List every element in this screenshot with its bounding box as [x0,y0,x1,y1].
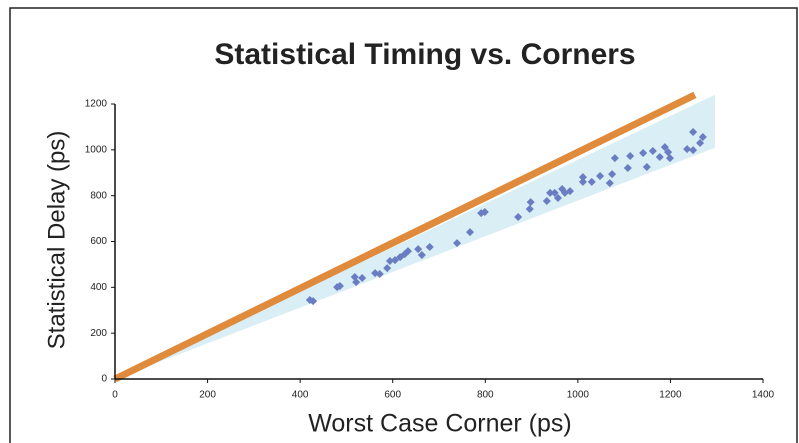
data-point [665,154,674,163]
x-tick-label: 800 [477,390,494,401]
data-point [683,145,692,154]
y-axis-label: Statistical Delay (ps) [43,131,70,350]
data-point [391,256,400,265]
data-point [578,173,587,182]
data-point [553,193,562,202]
data-point [610,154,619,163]
y-tick-label: 400 [90,282,107,293]
data-point [596,171,605,180]
x-tick-label: 1400 [752,390,775,401]
frame [9,7,798,443]
chart-title: Statistical Timing vs. Corners [214,38,635,71]
data-point [385,256,394,265]
data-point [546,188,555,197]
data-point [514,212,523,221]
data-point [550,188,559,197]
data-point [403,247,412,256]
data-point [414,245,423,254]
data-point [689,127,698,136]
y-tick-label: 1000 [85,144,108,155]
data-point [425,243,434,251]
data-point [664,148,673,157]
data-point [453,239,462,248]
y-tick-label: 1200 [85,99,108,110]
data-point [480,207,489,216]
x-tick-label: 600 [384,390,401,401]
x-tick-label: 200 [199,390,216,401]
data-point [358,273,367,282]
data-point [396,253,405,262]
data-point [542,196,551,205]
data-point [587,177,596,186]
data-point [335,281,344,290]
data-point [417,251,426,260]
data-point [642,163,651,172]
x-tick-label: 0 [112,390,118,401]
x-tick-label: 1000 [567,390,590,401]
y-tick-label: 800 [90,190,107,201]
data-point [578,177,587,186]
data-point [525,204,534,213]
y-tick-label: 200 [90,328,107,339]
data-point [639,149,648,158]
data-point [689,146,698,155]
data-point [466,228,475,237]
confidence-band [115,94,715,379]
data-point [698,133,707,141]
data-point [605,179,614,188]
data-point [375,270,384,279]
data-point [660,143,669,152]
data-point [352,278,361,287]
data-point [383,264,392,273]
x-tick-label: 1200 [659,390,682,401]
data-point [626,152,635,161]
data-point [655,152,664,161]
data-point [696,138,705,147]
data-point [648,146,657,155]
y-tick-label: 600 [90,236,107,247]
data-point [309,297,318,306]
x-axis-label: Worst Case Corner (ps) [308,410,572,438]
reference-line [113,91,697,383]
y-tick-label: 0 [101,374,107,385]
x-tick-label: 400 [292,390,309,401]
data-point [565,187,574,196]
data-point [526,198,535,207]
data-point [623,163,632,172]
data-point [608,170,617,179]
